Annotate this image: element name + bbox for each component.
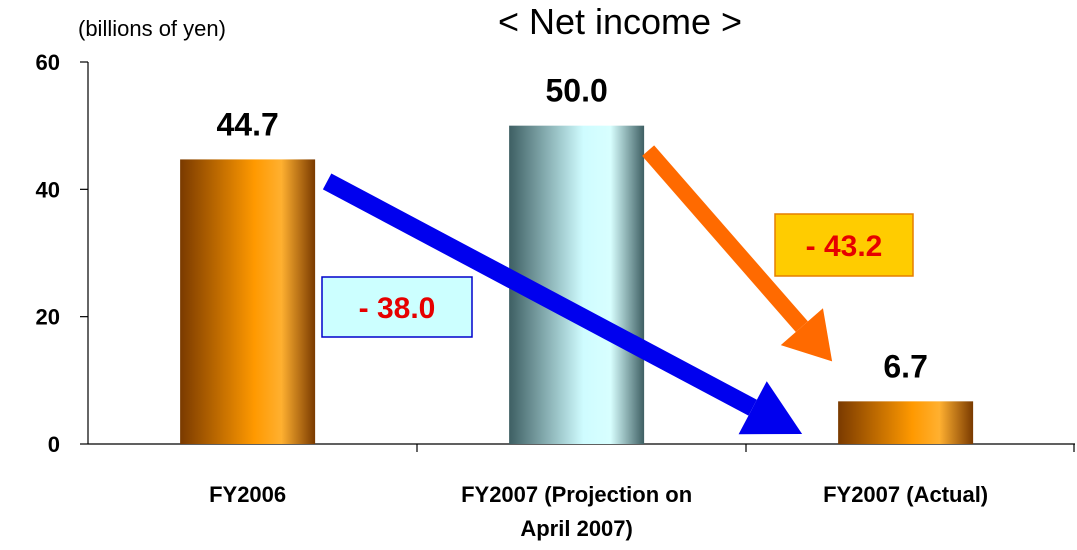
change-annotation: - 38.0: [321, 276, 473, 338]
bar-value-label: 44.7: [216, 106, 278, 142]
labels: 44.7 FY2006 50.0 FY2007 (Projection on April…: [209, 73, 988, 541]
unit-label: (billions of yen): [78, 16, 226, 41]
y-tick-label: 60: [36, 50, 60, 75]
category-label: FY2006: [209, 482, 286, 507]
bar: [838, 401, 974, 444]
y-tick-label: 40: [36, 177, 60, 202]
annotations: - 38.0 - 43.2: [321, 145, 914, 435]
bar: [180, 159, 316, 444]
bar-value-label: 6.7: [883, 348, 927, 384]
category-label: April 2007): [520, 516, 633, 541]
change-annotation: - 43.2: [774, 213, 914, 277]
blue-arrow: [322, 173, 803, 435]
blue-arrow-shaft: [322, 173, 757, 416]
chart-title: < Net income >: [498, 1, 742, 42]
annotation-box: [774, 213, 914, 277]
y-tick-label: 0: [48, 432, 60, 457]
bar-value-label: 50.0: [545, 73, 607, 109]
annotation-text: - 43.2: [806, 230, 883, 263]
y-tick-label: 20: [36, 305, 60, 330]
annotation-text: - 38.0: [359, 292, 436, 325]
bars: [180, 125, 974, 445]
category-label: FY2007 (Actual): [823, 482, 988, 507]
orange-arrow-shaft: [642, 145, 808, 332]
blue-arrow-head: [738, 381, 803, 435]
annotation-box: [321, 276, 473, 338]
orange-arrow-head: [780, 308, 833, 362]
category-label: FY2007 (Projection on: [461, 482, 692, 507]
orange-arrow: [642, 145, 833, 362]
